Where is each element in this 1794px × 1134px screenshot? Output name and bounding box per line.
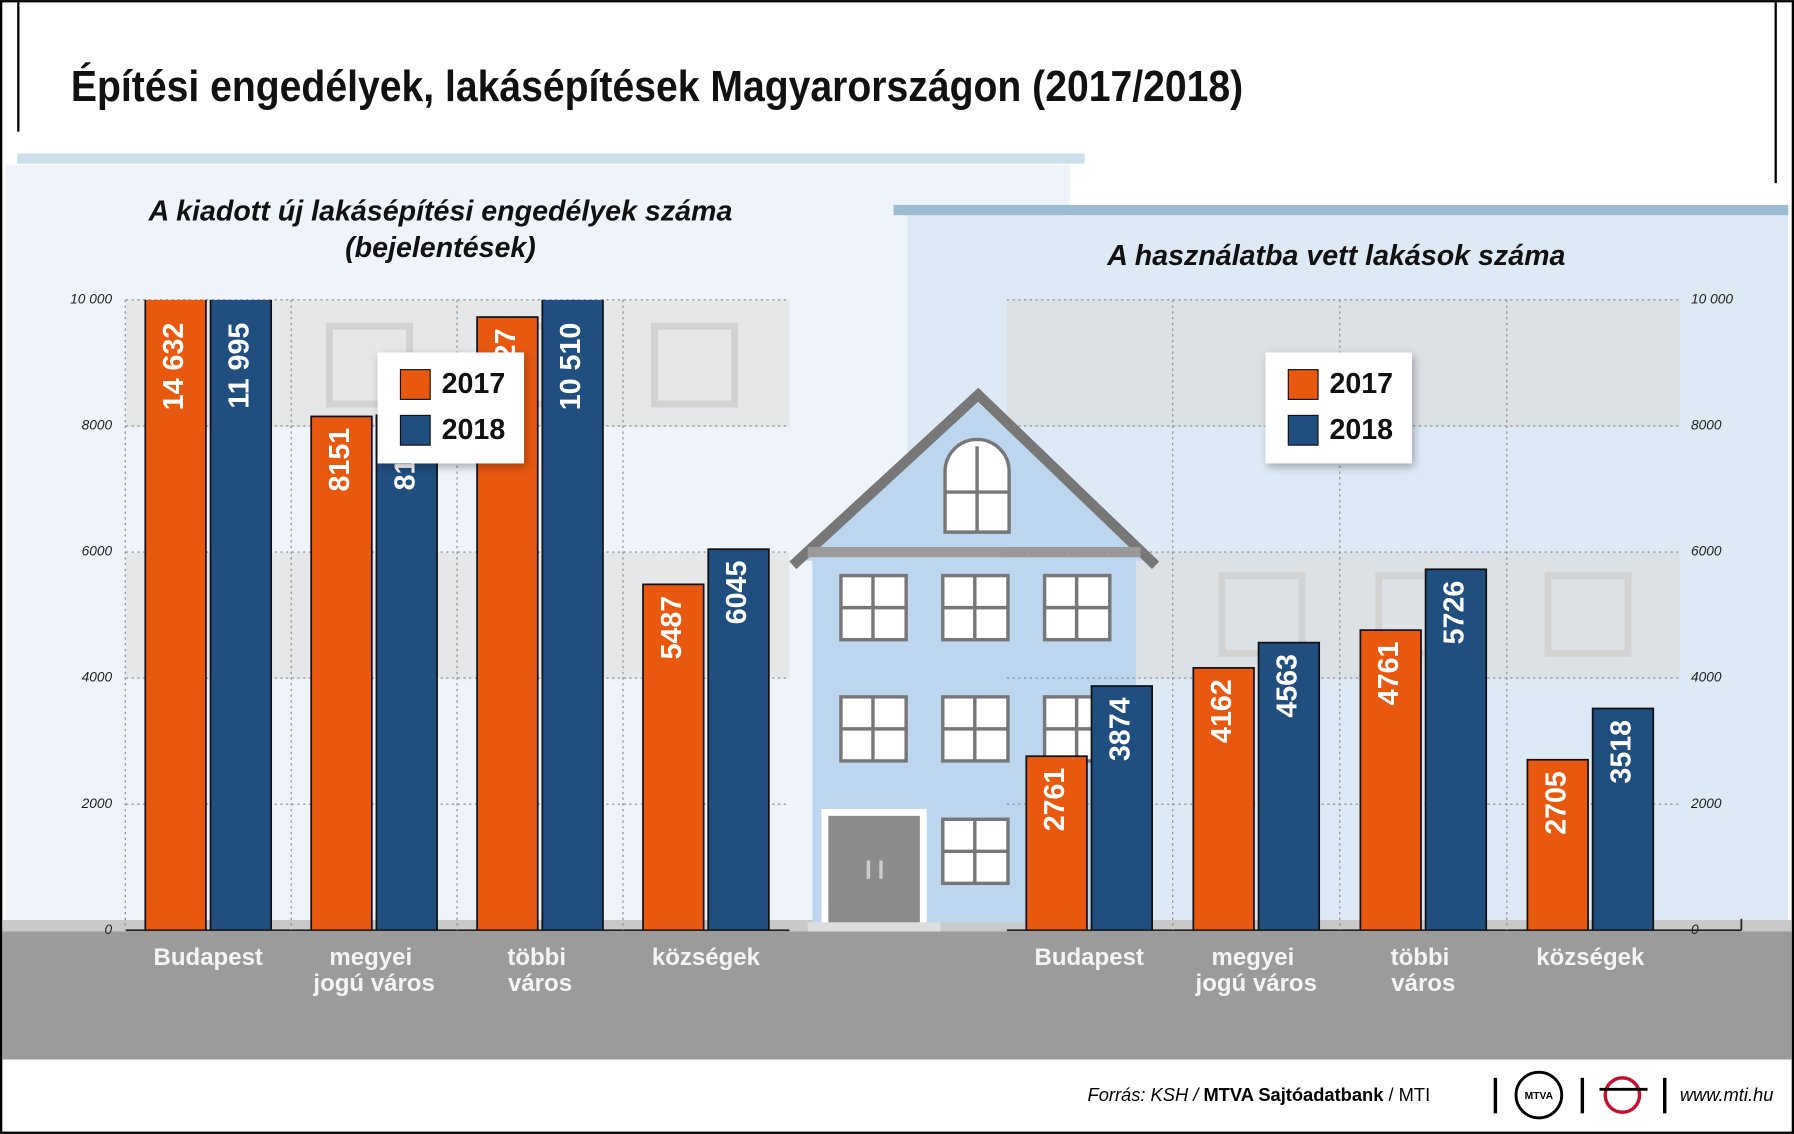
- value-label: 3518: [1606, 720, 1638, 784]
- y-tick-label: 4000: [82, 670, 113, 685]
- x-tick-label: községek: [1536, 944, 1645, 971]
- value-label: 4162: [1206, 679, 1238, 743]
- x-tick-label: megyei jogú város: [312, 944, 434, 997]
- y-tick-label: 0: [104, 922, 112, 937]
- legend-swatch: [399, 369, 431, 400]
- label-line: többi: [507, 944, 572, 971]
- bar: [642, 583, 705, 931]
- y-tick-label: 0: [1691, 922, 1699, 937]
- y-tick-label: 2000: [1690, 796, 1722, 811]
- label-line: város: [508, 971, 572, 998]
- bar: [1257, 641, 1321, 931]
- label-line: jogú város: [312, 971, 434, 998]
- bar: [1591, 707, 1655, 931]
- bar: [1526, 758, 1589, 931]
- value-label: 10 510: [555, 323, 587, 410]
- bar: [1359, 629, 1422, 931]
- bar: [1090, 685, 1153, 931]
- label-line: megyei: [1212, 944, 1301, 971]
- x-tick-label: Budapest: [1035, 944, 1144, 971]
- bar: [310, 415, 373, 931]
- value-label: 5487: [656, 596, 688, 660]
- value-label: 6045: [721, 561, 753, 625]
- panel-bar: [17, 153, 1085, 164]
- source-end: / MTI: [1388, 1084, 1430, 1105]
- y-tick-label: 2000: [81, 796, 113, 811]
- value-label: 4761: [1373, 641, 1405, 705]
- x-tick-label: községek: [652, 944, 761, 971]
- legend-label: 2017: [1329, 368, 1393, 400]
- legend-label: 2018: [442, 414, 506, 446]
- label-line: város: [1391, 971, 1455, 998]
- value-label: 3874: [1104, 697, 1136, 761]
- bar: [1424, 568, 1488, 931]
- bar: [707, 548, 770, 931]
- chart-title: A kiadott új lakásépítési engedélyek szá…: [148, 195, 733, 227]
- legend-swatch: [1287, 414, 1319, 446]
- website: www.mti.hu: [1680, 1084, 1774, 1105]
- bar: [375, 414, 438, 931]
- legend-swatch: [399, 414, 431, 446]
- bar: [1192, 667, 1255, 931]
- y-tick-label: 10 000: [70, 291, 112, 306]
- value-label: 2705: [1540, 771, 1572, 835]
- legend-swatch: [1287, 369, 1319, 400]
- chart-subtitle: (bejelentések): [345, 232, 536, 264]
- value-label: 5726: [1438, 581, 1470, 645]
- ground: [2, 931, 1792, 1060]
- y-tick-label: 8000: [1691, 418, 1722, 433]
- y-tick-label: 6000: [1691, 544, 1722, 559]
- label-line: megyei: [329, 944, 418, 971]
- bars: [1025, 568, 1655, 931]
- logo-text: MTVA: [1525, 1091, 1554, 1102]
- legend-label: 2017: [442, 368, 506, 400]
- y-tick-label: 4000: [1691, 670, 1722, 685]
- source: Forrás: KSH / MTVA Sajtóadatbank / MTI: [1088, 1084, 1431, 1105]
- source-agency: MTVA Sajtóadatbank: [1203, 1084, 1384, 1105]
- value-label: 4563: [1271, 654, 1303, 718]
- value-label: 2761: [1039, 768, 1071, 832]
- value-label: 11 995: [223, 323, 255, 409]
- y-tick-label: 10 000: [1691, 291, 1733, 306]
- bars: [144, 299, 770, 931]
- x-tick-label: többi város: [507, 944, 572, 997]
- footer: Forrás: KSH / MTVA Sajtóadatbank / MTI M…: [1088, 1070, 1774, 1120]
- bar: [209, 299, 273, 931]
- bar: [1025, 755, 1088, 931]
- y-tick-label: 6000: [82, 544, 113, 559]
- value-label: 8151: [324, 428, 356, 492]
- value-label: 14 632: [158, 323, 190, 410]
- source-label: Forrás: KSH /: [1088, 1084, 1201, 1105]
- bar: [541, 299, 604, 931]
- main-title: Építési engedélyek, lakásépítések Magyar…: [71, 62, 1243, 110]
- chart-title: A használatba vett lakások száma: [1106, 240, 1565, 272]
- x-tick-label: többi város: [1391, 944, 1456, 997]
- label-line: jogú város: [1195, 971, 1317, 998]
- x-tick-label: Budapest: [154, 944, 263, 971]
- bar: [144, 299, 207, 931]
- label-line: többi: [1391, 944, 1456, 971]
- legend-label: 2018: [1329, 414, 1393, 446]
- panel-bar: [893, 204, 1789, 216]
- y-tick-label: 8000: [82, 418, 113, 433]
- x-tick-label: megyei jogú város: [1195, 944, 1317, 997]
